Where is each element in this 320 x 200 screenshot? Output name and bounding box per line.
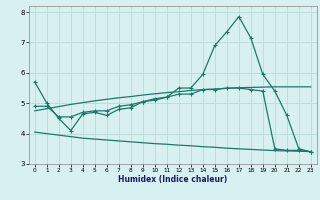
X-axis label: Humidex (Indice chaleur): Humidex (Indice chaleur) xyxy=(118,175,228,184)
